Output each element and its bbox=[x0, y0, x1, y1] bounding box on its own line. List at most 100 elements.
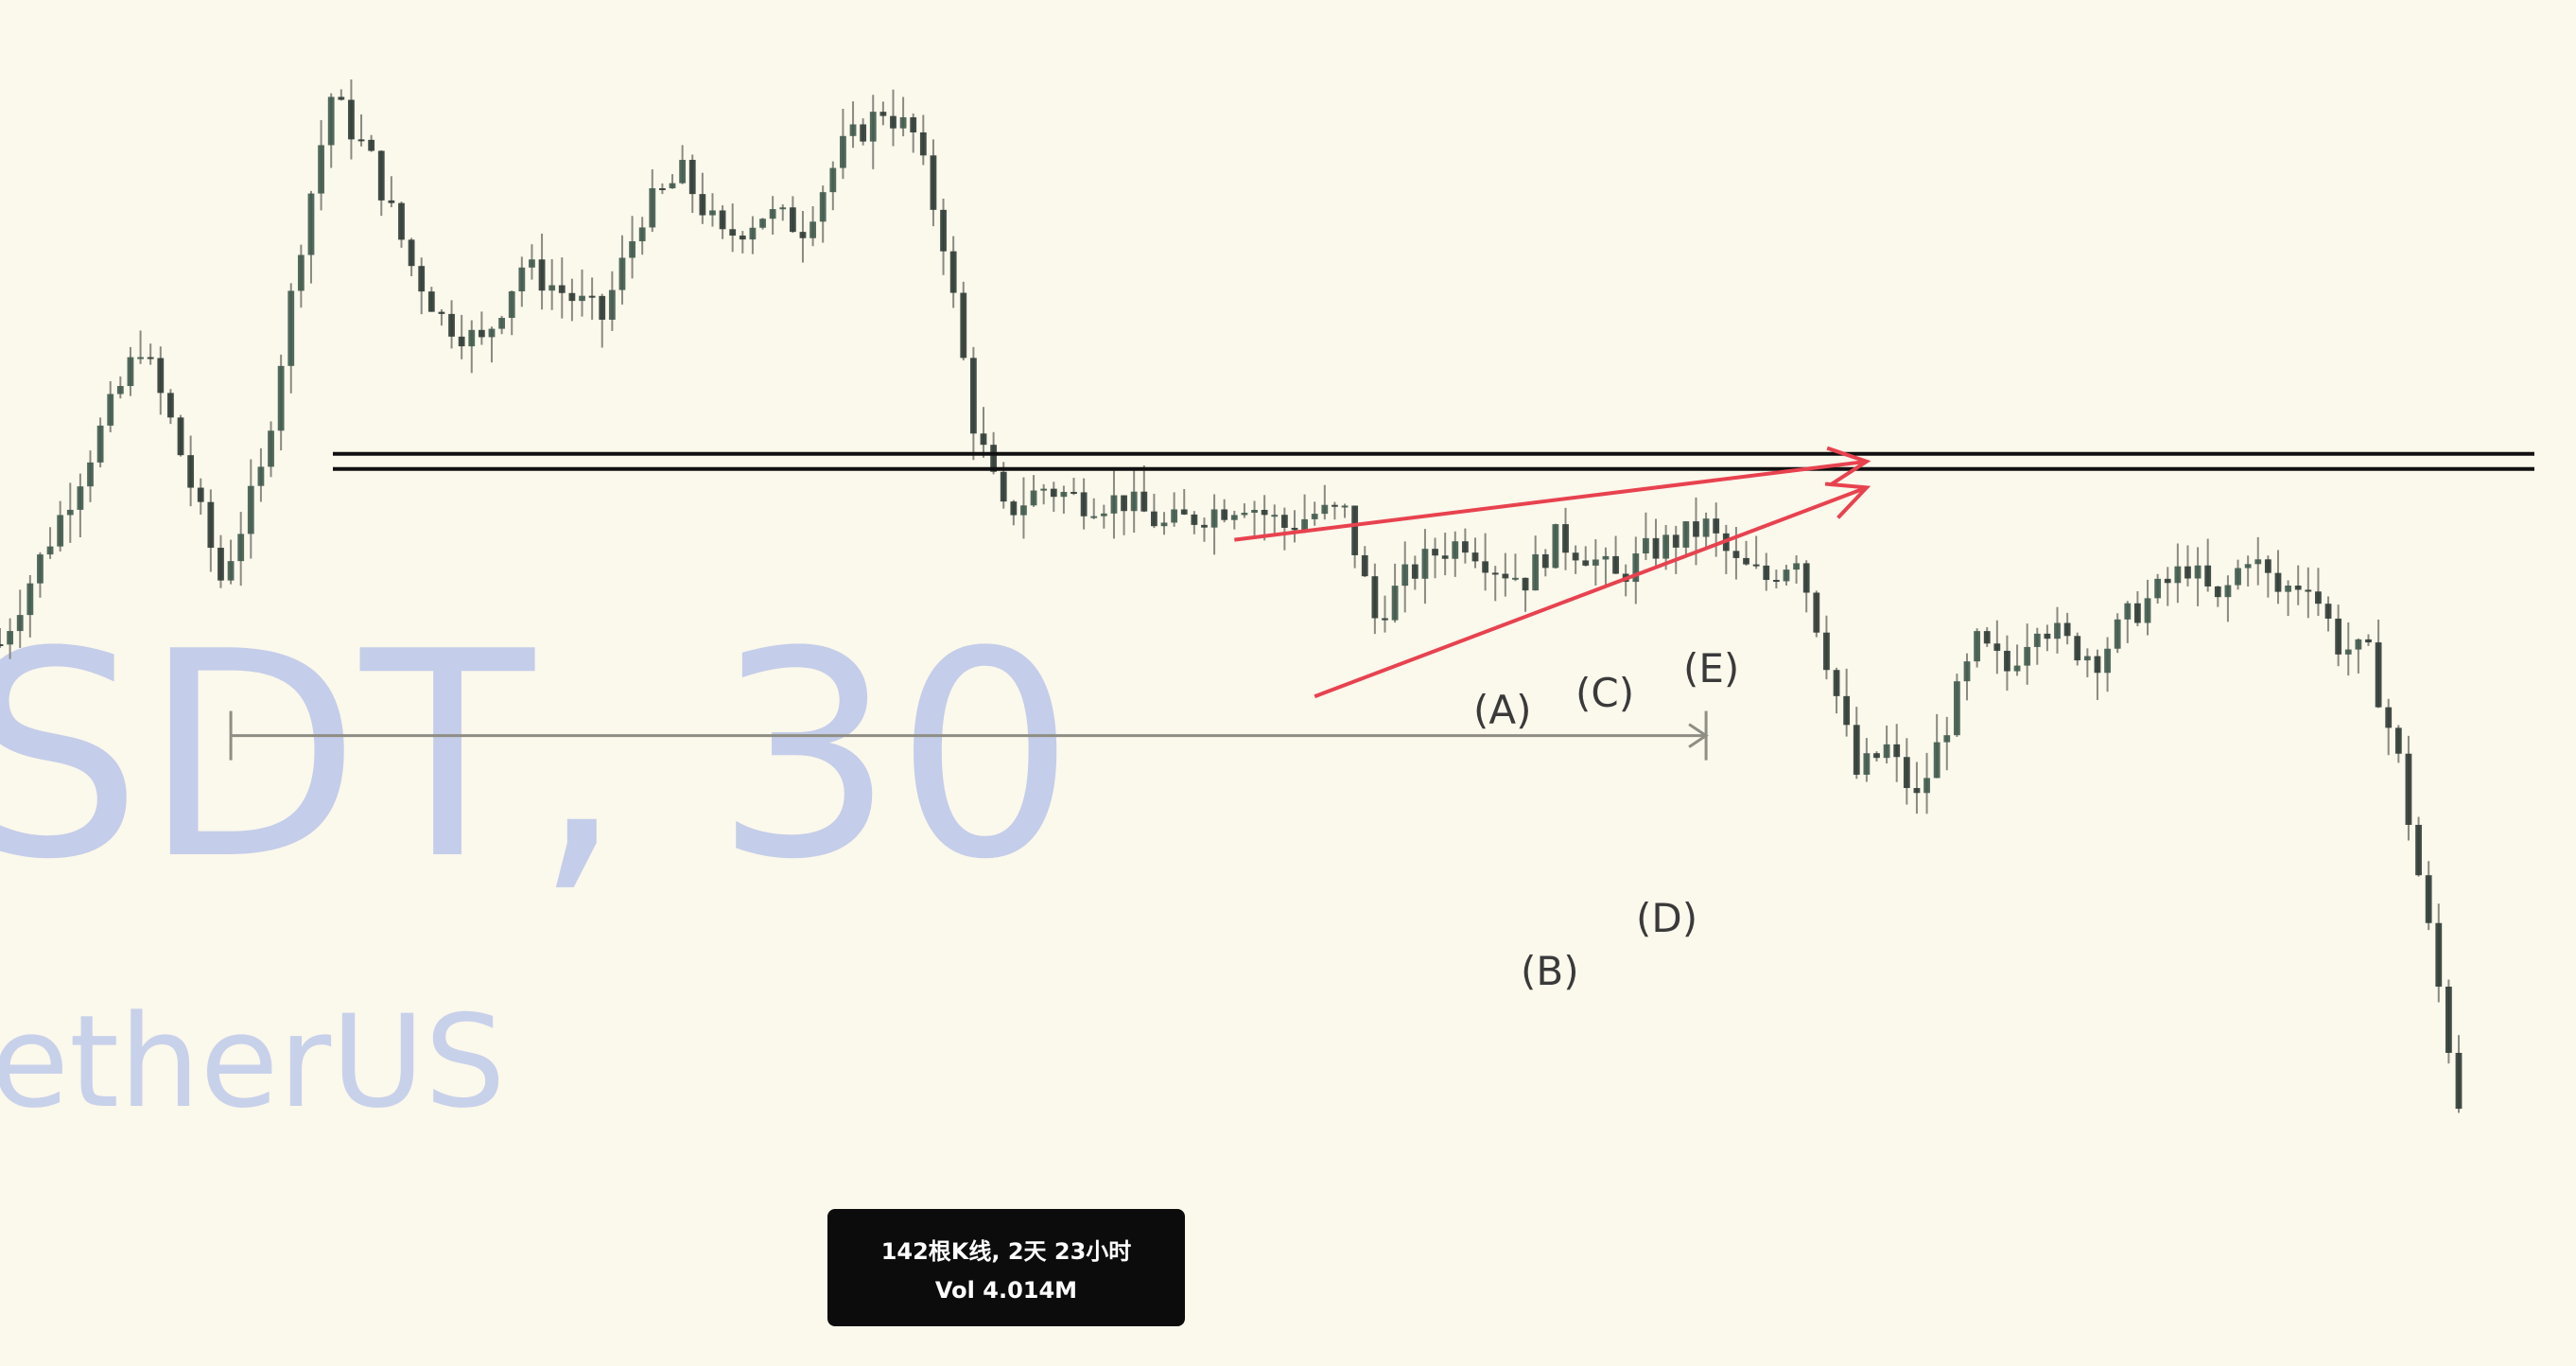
candle[interactable] bbox=[1643, 512, 1649, 560]
candle[interactable] bbox=[1873, 751, 1880, 762]
candle[interactable] bbox=[1532, 535, 1540, 591]
candle[interactable] bbox=[759, 218, 766, 230]
candle[interactable] bbox=[1983, 627, 1991, 647]
range-measure-line[interactable] bbox=[229, 710, 1709, 761]
candle[interactable] bbox=[2094, 649, 2101, 700]
candle[interactable] bbox=[2204, 538, 2212, 592]
candle[interactable] bbox=[1140, 464, 1148, 513]
candle[interactable] bbox=[1592, 539, 1599, 586]
candle[interactable] bbox=[227, 539, 235, 585]
wave-label-a[interactable]: (A) bbox=[1473, 687, 1532, 733]
candle[interactable] bbox=[1702, 512, 1710, 548]
candle[interactable] bbox=[930, 139, 937, 227]
candle[interactable] bbox=[2254, 536, 2262, 586]
candle[interactable] bbox=[1371, 563, 1379, 635]
candle[interactable] bbox=[1130, 466, 1138, 534]
candle[interactable] bbox=[2394, 725, 2402, 763]
candle[interactable] bbox=[919, 114, 927, 166]
candle[interactable] bbox=[1351, 505, 1359, 569]
candle[interactable] bbox=[1482, 533, 1489, 591]
candle[interactable] bbox=[1230, 510, 1238, 530]
candle[interactable] bbox=[1311, 501, 1318, 526]
candle[interactable] bbox=[739, 231, 746, 254]
candle[interactable] bbox=[629, 216, 635, 279]
candle[interactable] bbox=[910, 113, 917, 153]
candle[interactable] bbox=[1953, 674, 1960, 737]
candle[interactable] bbox=[1010, 499, 1018, 526]
candle[interactable] bbox=[137, 330, 144, 364]
candle[interactable] bbox=[869, 95, 877, 169]
candle[interactable] bbox=[2074, 632, 2081, 666]
candle[interactable] bbox=[1693, 497, 1699, 566]
horizontal-level-line[interactable] bbox=[333, 451, 2534, 471]
candle[interactable] bbox=[277, 354, 285, 451]
candle[interactable] bbox=[1833, 667, 1840, 714]
candle[interactable] bbox=[1512, 553, 1519, 582]
candle[interactable] bbox=[1261, 495, 1268, 541]
candle[interactable] bbox=[1321, 484, 1329, 520]
candle[interactable] bbox=[649, 169, 656, 233]
candle[interactable] bbox=[448, 300, 455, 349]
candle[interactable] bbox=[949, 236, 957, 308]
candle[interactable] bbox=[1943, 716, 1951, 771]
candle[interactable] bbox=[659, 183, 666, 195]
candle[interactable] bbox=[458, 314, 465, 359]
candle[interactable] bbox=[2054, 606, 2061, 654]
candle[interactable] bbox=[2305, 567, 2312, 619]
candle[interactable] bbox=[1913, 762, 1921, 814]
candle[interactable] bbox=[2063, 612, 2071, 645]
candle[interactable] bbox=[849, 101, 857, 149]
candle[interactable] bbox=[1541, 549, 1549, 577]
candle[interactable] bbox=[779, 204, 787, 221]
candle[interactable] bbox=[488, 326, 496, 363]
candle[interactable] bbox=[840, 109, 846, 180]
candle[interactable] bbox=[2114, 613, 2121, 654]
candle[interactable] bbox=[2224, 575, 2232, 622]
candle[interactable] bbox=[2134, 591, 2141, 626]
candle[interactable] bbox=[247, 459, 254, 559]
candle[interactable] bbox=[1341, 503, 1349, 518]
candle[interactable] bbox=[608, 271, 616, 331]
candle[interactable] bbox=[1382, 595, 1388, 633]
candle[interactable] bbox=[1933, 713, 1941, 779]
candle[interactable] bbox=[1271, 504, 1279, 536]
candle[interactable] bbox=[2033, 627, 2041, 665]
candle[interactable] bbox=[1332, 501, 1338, 520]
candle[interactable] bbox=[769, 196, 776, 236]
candle[interactable] bbox=[588, 277, 596, 321]
candle[interactable] bbox=[568, 278, 576, 322]
candle[interactable] bbox=[438, 309, 445, 326]
candle[interactable] bbox=[2174, 543, 2182, 604]
candle[interactable] bbox=[789, 196, 796, 234]
candle[interactable] bbox=[618, 235, 626, 305]
candle[interactable] bbox=[268, 421, 274, 478]
candle[interactable] bbox=[1713, 502, 1720, 557]
candle[interactable] bbox=[2154, 573, 2162, 604]
candle[interactable] bbox=[1743, 540, 1749, 566]
candle[interactable] bbox=[1361, 546, 1368, 578]
candle[interactable] bbox=[427, 287, 435, 312]
candle[interactable] bbox=[2024, 623, 2031, 685]
candle[interactable] bbox=[538, 233, 546, 310]
candle[interactable] bbox=[2335, 604, 2342, 667]
candle[interactable] bbox=[548, 259, 556, 310]
candle[interactable] bbox=[2344, 622, 2352, 676]
candle[interactable] bbox=[1974, 628, 1981, 668]
wave-label-d[interactable]: (D) bbox=[1636, 895, 1698, 941]
candle[interactable] bbox=[1602, 547, 1610, 586]
candle[interactable] bbox=[327, 93, 335, 168]
candle[interactable] bbox=[318, 119, 324, 211]
candle[interactable] bbox=[116, 377, 124, 399]
candle[interactable] bbox=[2385, 698, 2393, 756]
candle[interactable] bbox=[1853, 707, 1860, 779]
candle[interactable] bbox=[1993, 620, 2001, 674]
candle[interactable] bbox=[2365, 634, 2372, 646]
candle[interactable] bbox=[529, 244, 535, 280]
candle[interactable] bbox=[638, 217, 646, 255]
candle[interactable] bbox=[2044, 624, 2051, 652]
candle[interactable] bbox=[1110, 467, 1118, 539]
candle[interactable] bbox=[1632, 536, 1640, 604]
candle[interactable] bbox=[1151, 493, 1157, 529]
candle[interactable] bbox=[799, 211, 807, 263]
